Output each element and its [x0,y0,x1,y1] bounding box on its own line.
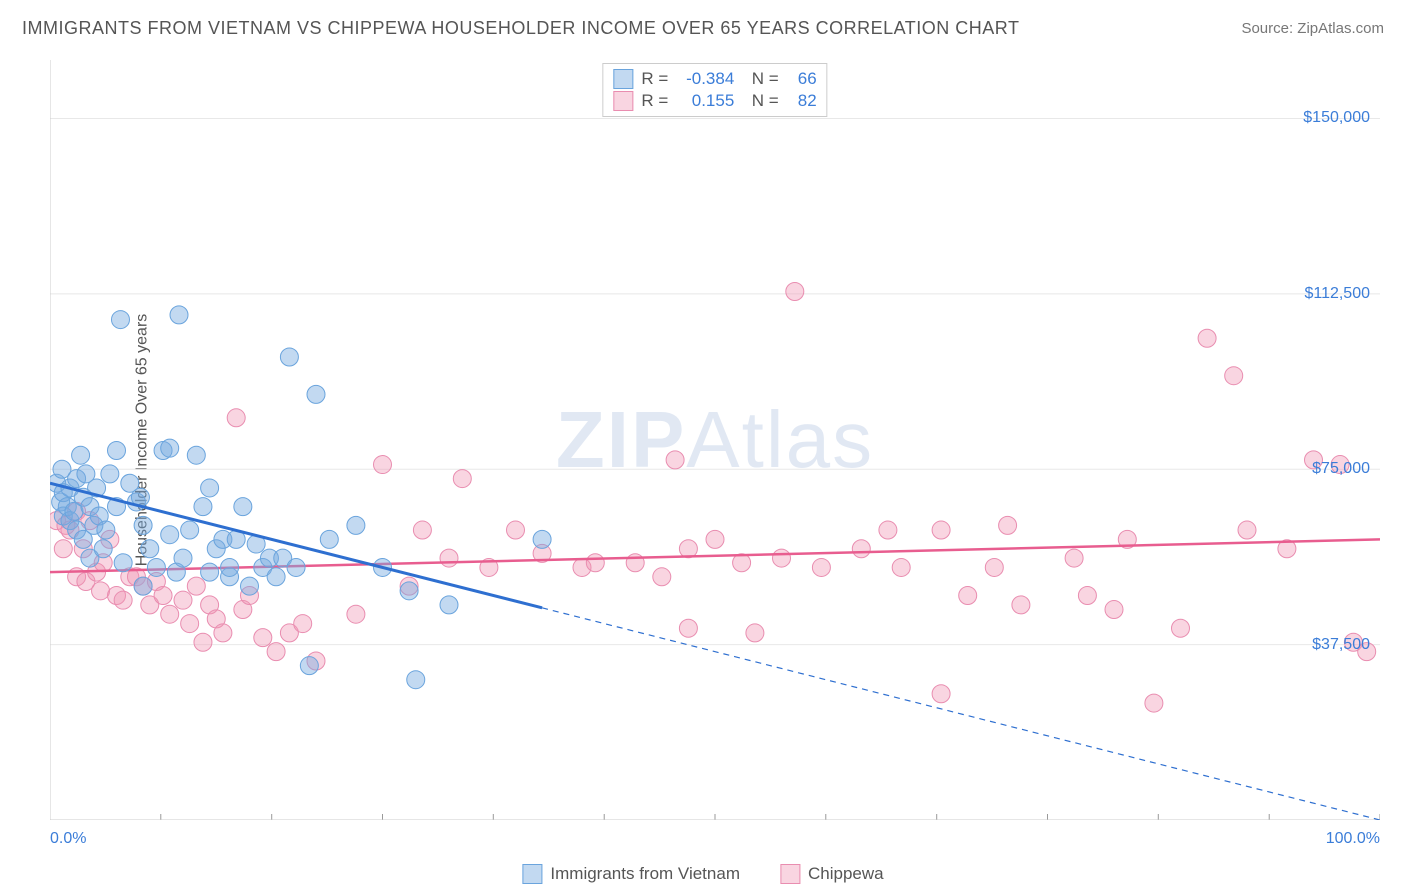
stat-n-value-vietnam: 66 [787,69,817,89]
stat-n-label: N = [742,91,778,111]
bottom-legend: Immigrants from Vietnam Chippewa [522,864,883,884]
source-attribution: Source: ZipAtlas.com [1241,20,1384,37]
chart-area: Householder Income Over 65 years R = -0.… [50,60,1380,820]
swatch-vietnam [522,864,542,884]
header: IMMIGRANTS FROM VIETNAM VS CHIPPEWA HOUS… [0,0,1406,51]
stat-n-label: N = [742,69,778,89]
y-tick-label: $112,500 [1304,285,1370,303]
swatch-vietnam [613,69,633,89]
stat-r-label: R = [641,69,668,89]
swatch-chippewa [780,864,800,884]
stat-r-value-vietnam: -0.384 [676,69,734,89]
legend-item-vietnam: Immigrants from Vietnam [522,864,740,884]
y-tick-label: $37,500 [1312,636,1370,654]
x-tick-first: 0.0% [50,830,86,848]
stats-row-chippewa: R = 0.155 N = 82 [613,90,816,112]
y-tick-label: $75,000 [1312,460,1370,478]
stats-row-vietnam: R = -0.384 N = 66 [613,68,816,90]
stat-n-value-chippewa: 82 [787,91,817,111]
legend-item-chippewa: Chippewa [780,864,884,884]
swatch-chippewa [613,91,633,111]
stat-r-value-chippewa: 0.155 [676,91,734,111]
legend-label-chippewa: Chippewa [808,864,884,884]
stats-legend: R = -0.384 N = 66 R = 0.155 N = 82 [602,63,827,117]
x-tick-last: 100.0% [1326,830,1380,848]
chart-title: IMMIGRANTS FROM VIETNAM VS CHIPPEWA HOUS… [22,18,1019,39]
scatter-plot [50,60,1380,820]
stat-r-label: R = [641,91,668,111]
legend-label-vietnam: Immigrants from Vietnam [550,864,740,884]
y-tick-label: $150,000 [1303,109,1370,127]
